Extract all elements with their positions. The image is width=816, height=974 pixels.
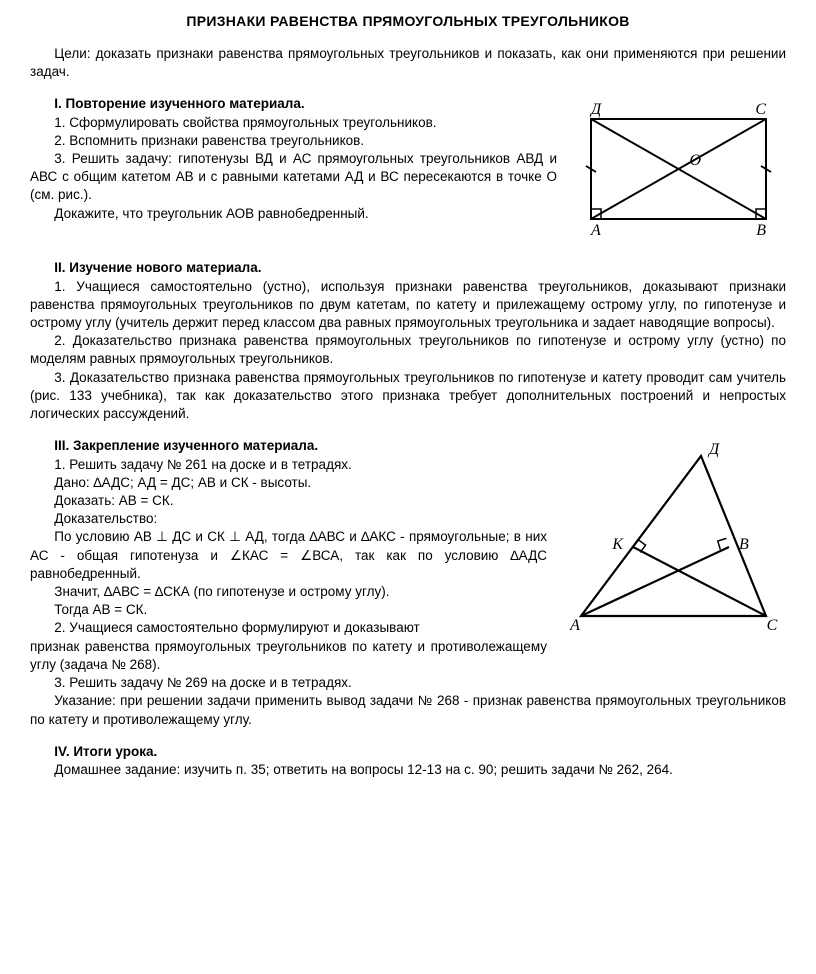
svg-text:А: А (590, 222, 601, 239)
svg-text:А: А (569, 617, 580, 634)
page-title: ПРИЗНАКИ РАВЕНСТВА ПРЯМОУГОЛЬНЫХ ТРЕУГОЛ… (30, 12, 786, 31)
sec2-p1: 1. Учащиеся самостоятельно (устно), испо… (30, 278, 786, 333)
svg-text:Д: Д (589, 101, 602, 118)
sec4-p1: Домашнее задание: изучить п. 35; ответит… (30, 761, 786, 779)
section-4-head: IV. Итоги урока. (30, 743, 786, 761)
svg-text:В: В (756, 222, 766, 239)
svg-text:К: К (611, 536, 624, 553)
sec2-p3: 3. Доказательство признака равенства пря… (30, 369, 786, 424)
svg-text:О: О (690, 152, 702, 169)
svg-text:С: С (767, 617, 778, 634)
sec2-p2: 2. Доказательство признака равенства пря… (30, 332, 786, 368)
sec3-p9: признак равенства прямоугольных треуголь… (30, 638, 786, 674)
svg-text:Д: Д (707, 441, 720, 458)
svg-text:С: С (755, 101, 766, 118)
svg-text:В: В (739, 536, 749, 553)
sec3-p11: Указание: при решении задачи применить в… (30, 692, 786, 728)
figure-1: Д С А В О (571, 99, 786, 239)
figure-2: А С Д К В (561, 441, 786, 636)
section-2-head: II. Изучение нового материала. (30, 259, 786, 277)
intro-text: Цели: доказать признаки равенства прямоу… (30, 45, 786, 81)
sec3-p10: 3. Решить задачу № 269 на доске и в тетр… (30, 674, 786, 692)
